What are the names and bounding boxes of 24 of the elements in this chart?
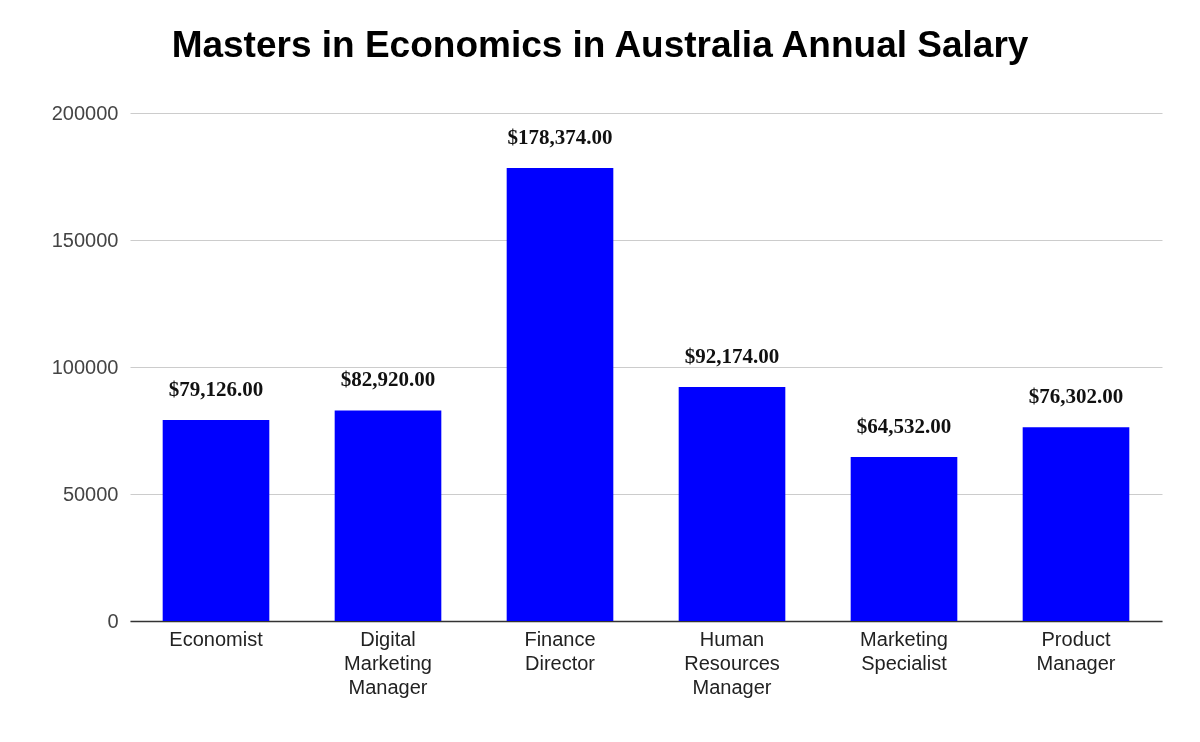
y-tick-label: 150000 [51, 228, 119, 251]
y-tick-label: 100000 [51, 355, 119, 378]
x-tick-label: Human Resources Manager [684, 627, 780, 698]
bar [506, 167, 614, 621]
bar [334, 410, 442, 621]
bar [1022, 427, 1130, 621]
bar [850, 457, 958, 621]
bar [678, 386, 786, 621]
chart-title: Masters in Economics in Australia Annual Salary [171, 24, 1029, 65]
x-tick-label: Finance Director [524, 627, 596, 674]
x-tick-label: Economist [169, 627, 264, 650]
data-label: $79,126.00 [168, 377, 264, 402]
data-label: $178,374.00 [507, 124, 613, 149]
x-tick-label: Marketing Specialist [860, 627, 948, 674]
data-label: $92,174.00 [684, 343, 780, 368]
y-tick-label: 50000 [62, 482, 119, 505]
data-label: $64,532.00 [856, 414, 952, 439]
data-label: $82,920.00 [340, 367, 436, 392]
bar [162, 420, 270, 621]
y-tick-label: 200000 [51, 101, 119, 124]
data-label: $76,302.00 [1028, 384, 1124, 409]
x-tick-label: Product Manager [1036, 627, 1116, 674]
x-tick-label: Digital Marketing Manager [344, 627, 432, 698]
y-tick-label: 0 [107, 609, 119, 632]
